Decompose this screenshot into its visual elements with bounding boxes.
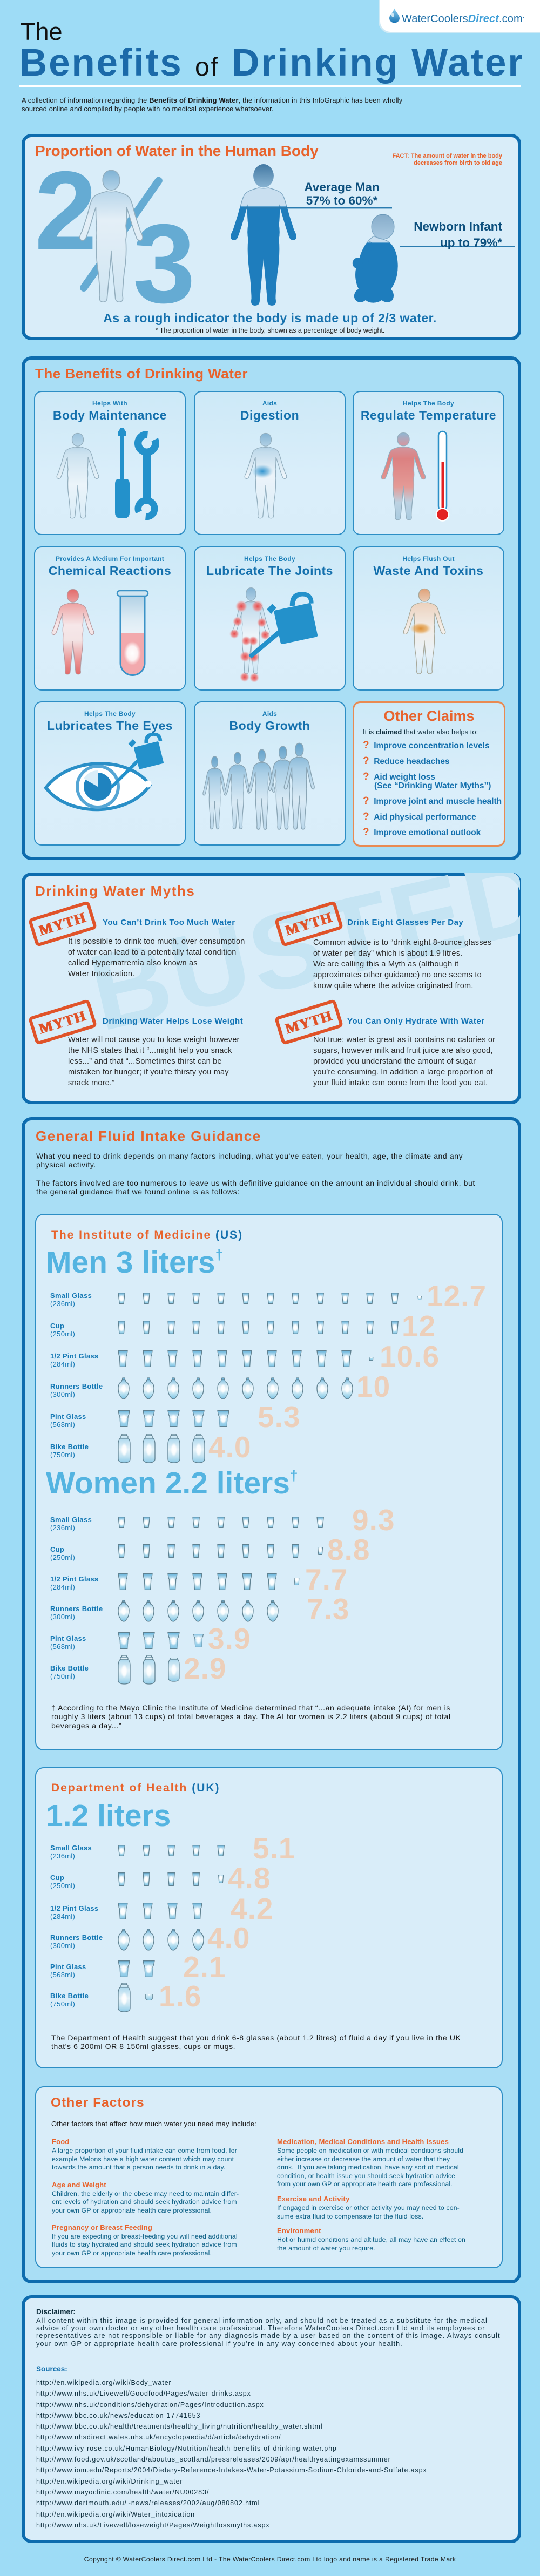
svg-text:3: 3 [133, 201, 195, 327]
svg-text:2: 2 [35, 148, 97, 274]
